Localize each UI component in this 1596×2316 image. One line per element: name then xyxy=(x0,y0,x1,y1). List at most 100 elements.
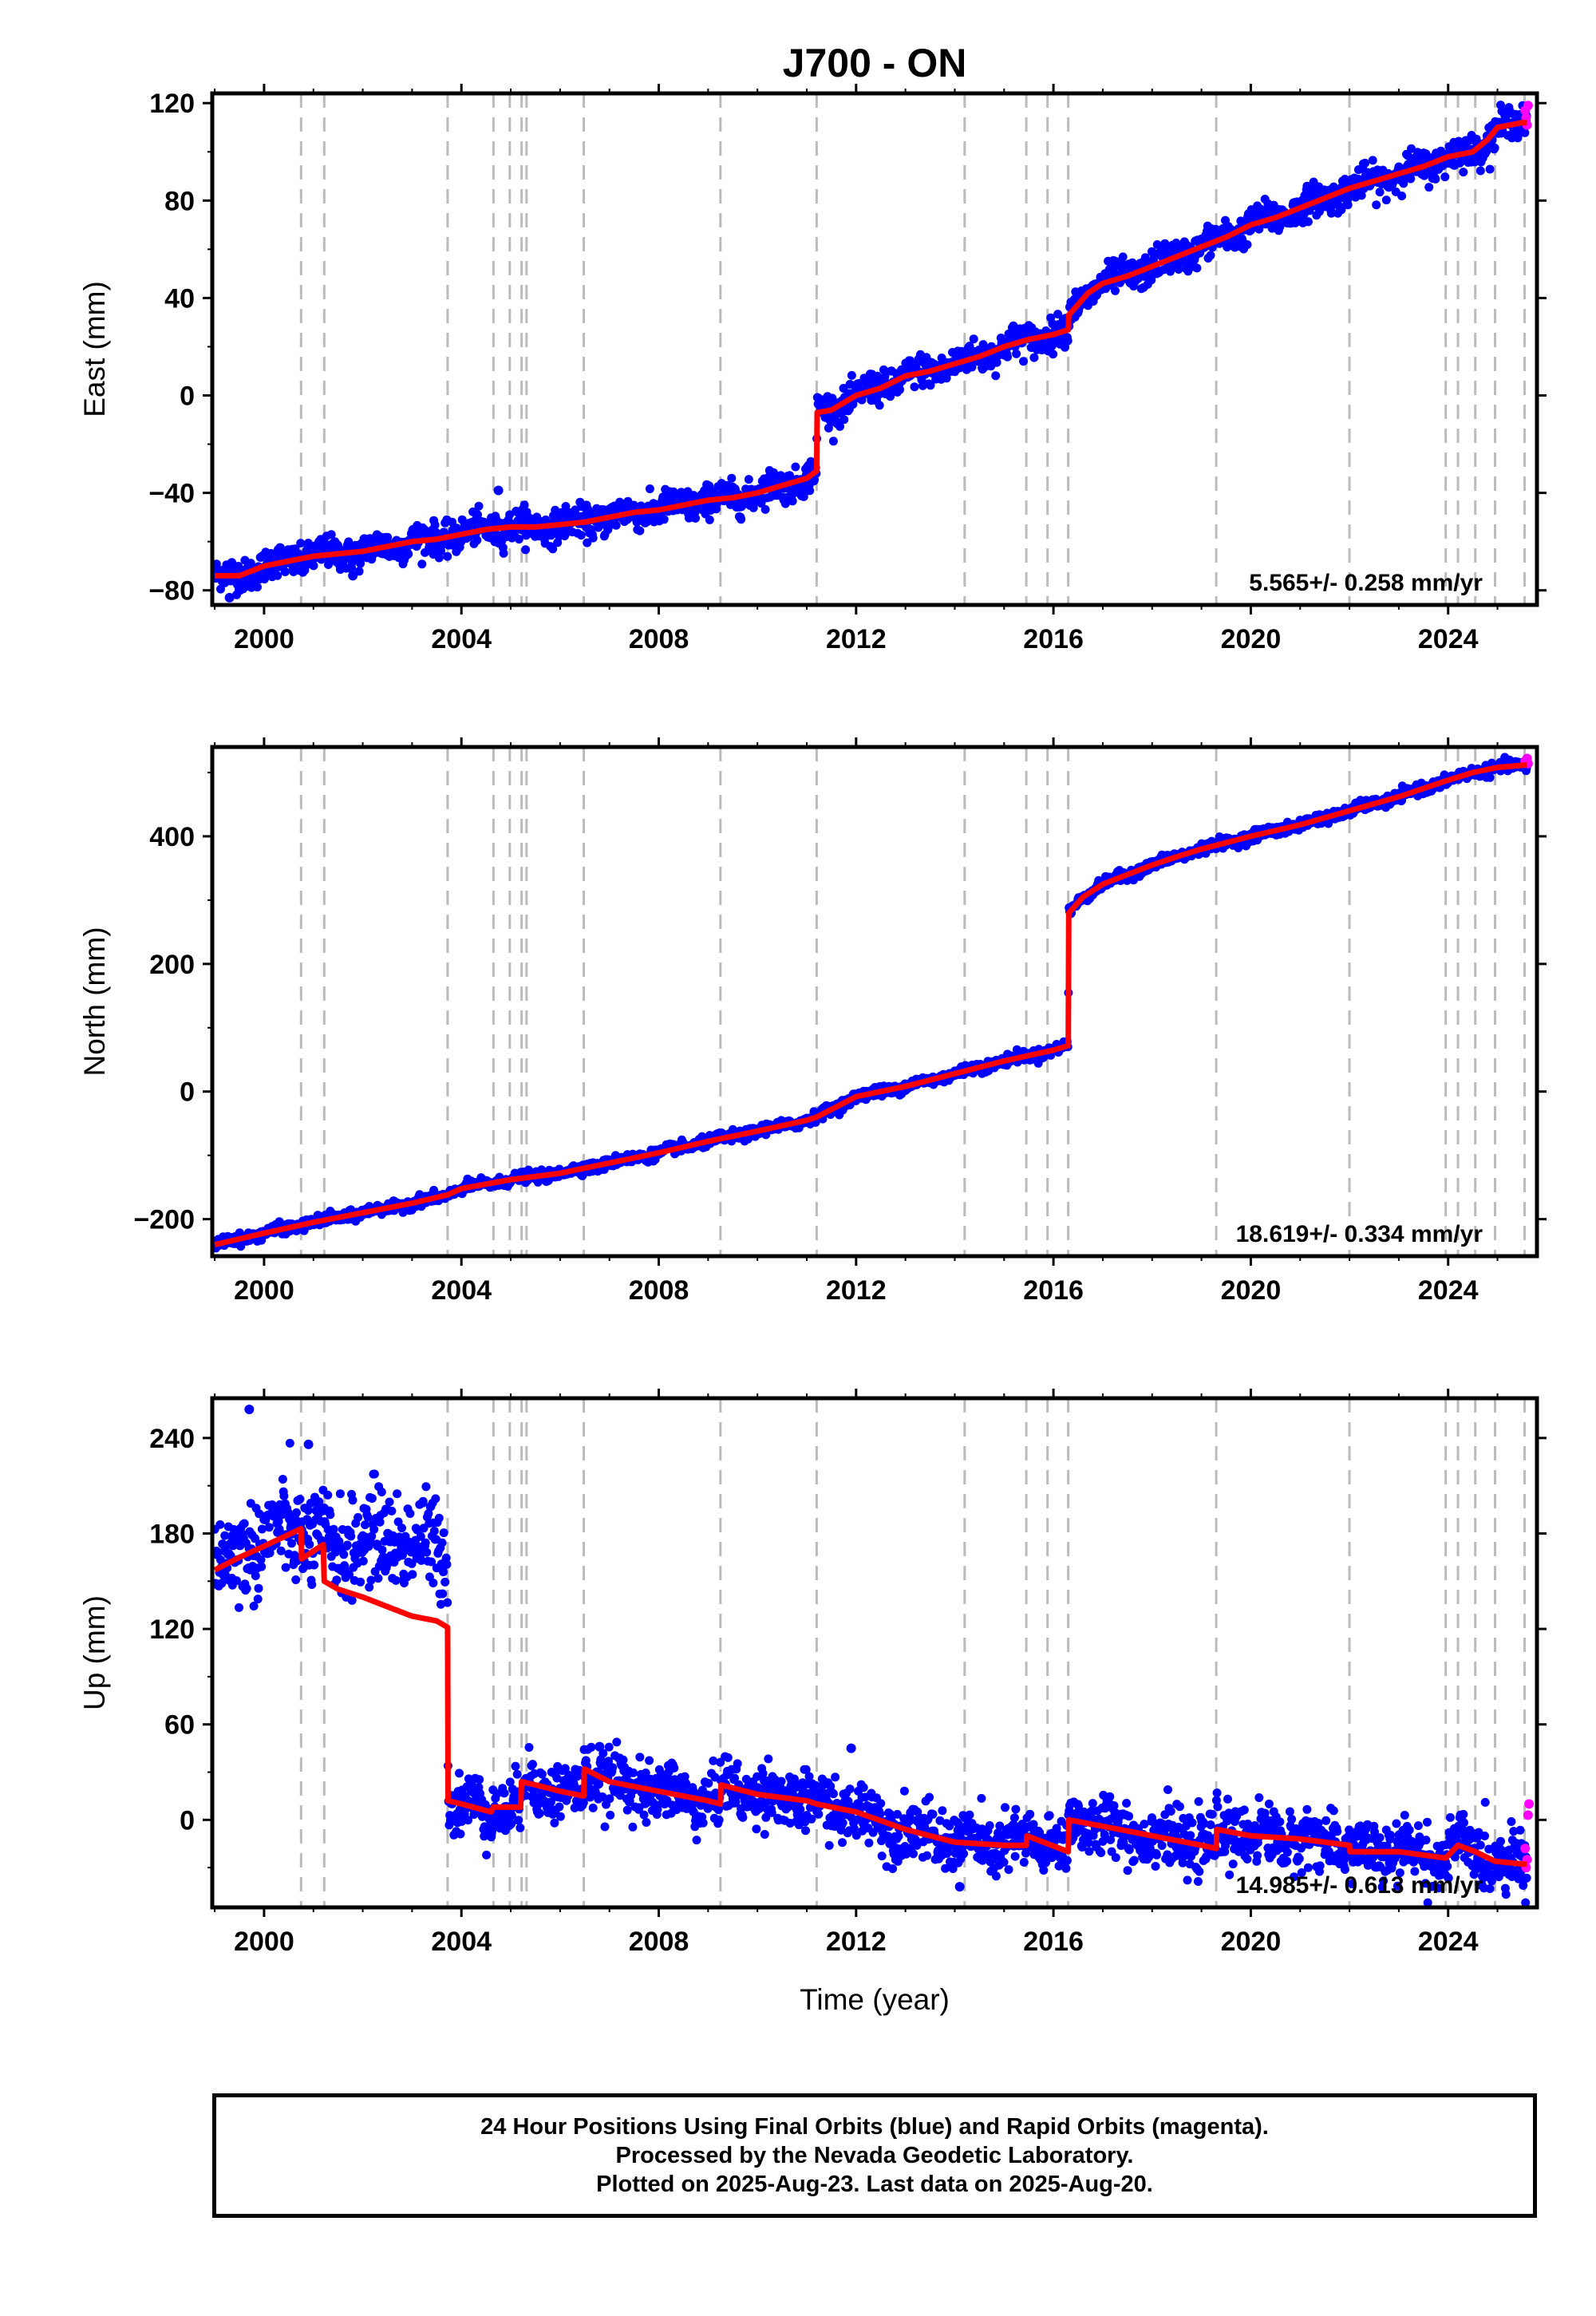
final-point xyxy=(417,559,427,569)
final-point xyxy=(848,400,858,409)
y-tick-label: 200 xyxy=(149,950,195,980)
x-tick-label: 2020 xyxy=(1221,1275,1282,1306)
final-point xyxy=(1343,200,1353,210)
final-point xyxy=(358,1556,368,1566)
final-point xyxy=(965,342,974,351)
final-point xyxy=(1242,240,1252,249)
final-point xyxy=(493,485,504,496)
final-point xyxy=(1029,353,1039,362)
final-point xyxy=(281,1563,290,1572)
final-point xyxy=(1375,188,1385,197)
final-point xyxy=(611,520,621,530)
final-point xyxy=(434,553,444,563)
final-point xyxy=(348,571,358,581)
final-point xyxy=(836,421,844,431)
final-point xyxy=(323,1490,333,1500)
final-point xyxy=(335,1489,345,1499)
final-point xyxy=(345,1570,354,1579)
final-point xyxy=(1111,286,1120,295)
final-point xyxy=(276,1546,286,1555)
final-point xyxy=(705,515,714,524)
rate-text: 5.565+/- 0.258 mm/yr xyxy=(1249,570,1483,596)
rapid-point xyxy=(1523,101,1533,111)
final-point xyxy=(295,1495,305,1504)
final-point xyxy=(285,1438,294,1448)
final-point xyxy=(287,1539,296,1548)
final-point xyxy=(1303,217,1313,227)
final-point xyxy=(334,1536,344,1546)
final-orbit-points xyxy=(212,753,1533,1253)
final-point xyxy=(369,1469,379,1479)
x-tick-label: 2004 xyxy=(431,1275,492,1306)
final-point xyxy=(967,362,977,372)
y-tick-label: −40 xyxy=(148,479,195,509)
final-point xyxy=(583,538,592,547)
final-point xyxy=(292,1508,301,1517)
final-point xyxy=(257,1562,267,1571)
final-point xyxy=(1012,349,1021,358)
y-axis-label: North (mm) xyxy=(78,927,111,1076)
x-tick-label: 2024 xyxy=(1418,624,1479,654)
x-tick-label: 2016 xyxy=(1023,624,1084,654)
final-point xyxy=(1326,208,1336,218)
x-tick-label: 2004 xyxy=(431,624,492,654)
final-point xyxy=(309,561,318,571)
final-point xyxy=(307,1580,317,1589)
final-point xyxy=(1397,192,1407,200)
final-point xyxy=(791,462,800,472)
y-tick-label: 0 xyxy=(180,381,195,411)
final-point xyxy=(1431,174,1440,184)
final-point xyxy=(369,1524,379,1534)
final-point xyxy=(283,1508,293,1517)
final-point xyxy=(224,592,235,603)
final-point xyxy=(839,415,849,425)
final-point xyxy=(910,382,919,392)
final-point xyxy=(926,381,935,390)
final-point xyxy=(251,1571,260,1580)
final-point xyxy=(344,537,354,547)
y-tick-label: 400 xyxy=(149,822,195,852)
final-point xyxy=(239,1519,249,1528)
final-point xyxy=(1440,172,1450,182)
final-point xyxy=(1063,336,1073,346)
final-point xyxy=(249,1602,259,1611)
final-point xyxy=(279,1492,289,1500)
final-point xyxy=(1485,164,1495,174)
final-point xyxy=(1337,205,1346,215)
final-point xyxy=(377,1545,387,1555)
final-point xyxy=(863,377,872,386)
x-tick-label: 2008 xyxy=(629,624,689,654)
final-point xyxy=(499,548,508,558)
x-tick-label: 2024 xyxy=(1418,1275,1479,1306)
final-point xyxy=(448,517,457,527)
final-point xyxy=(251,1534,259,1543)
final-point xyxy=(788,496,797,506)
x-tick-label: 2008 xyxy=(629,1275,689,1306)
final-point xyxy=(366,1575,376,1585)
final-point xyxy=(1053,310,1063,319)
y-tick-label: 0 xyxy=(180,1077,195,1108)
final-point xyxy=(296,539,306,548)
final-point xyxy=(383,532,393,542)
final-point xyxy=(1368,156,1377,165)
final-point xyxy=(377,1488,386,1496)
x-tick-label: 2012 xyxy=(826,624,887,654)
final-point xyxy=(256,1555,266,1564)
final-point xyxy=(1490,143,1499,152)
final-point xyxy=(1061,342,1069,352)
x-tick-label: 2020 xyxy=(1221,624,1282,654)
final-point xyxy=(348,1496,358,1505)
final-point xyxy=(404,549,413,559)
final-point xyxy=(254,1583,263,1593)
final-point xyxy=(942,373,951,383)
trend-line xyxy=(214,761,1527,1248)
final-point xyxy=(280,567,290,576)
final-point xyxy=(305,1539,314,1549)
x-tick-label: 2000 xyxy=(234,624,294,654)
plot-frame xyxy=(210,745,1539,1259)
rate-text: 18.619+/- 0.334 mm/yr xyxy=(1236,1221,1483,1247)
final-point xyxy=(828,437,838,446)
final-point xyxy=(1381,196,1391,205)
final-point xyxy=(895,385,904,394)
